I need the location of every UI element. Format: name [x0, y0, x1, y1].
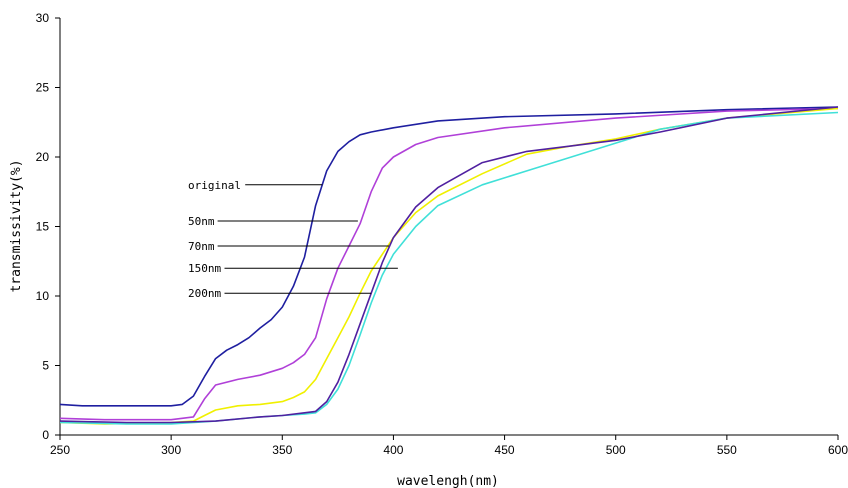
y-tick-label: 30 — [36, 11, 50, 25]
x-tick-label: 300 — [161, 443, 181, 457]
y-tick-label: 25 — [36, 81, 50, 95]
x-tick-label: 250 — [50, 443, 70, 457]
series-lines — [59, 106, 839, 425]
annotation-label-original: original — [188, 179, 241, 192]
x-tick-label: 500 — [606, 443, 626, 457]
series-line-50nm — [59, 107, 839, 421]
x-axis-label: wavelengh(nm) — [397, 474, 499, 488]
annotation-label-200nm: 200nm — [188, 287, 221, 300]
x-tick-label: 450 — [495, 443, 515, 457]
series-line-200nm — [59, 106, 839, 424]
x-tick-label: 550 — [717, 443, 737, 457]
series-line-150nm — [59, 111, 839, 425]
annotations: original 50nm 70nm 150nm 200nm — [188, 179, 398, 300]
y-tick-label: 20 — [36, 150, 50, 164]
annotation-label-50nm: 50nm — [188, 215, 215, 228]
y-tick-label: 15 — [36, 220, 50, 234]
y-tick-label: 0 — [42, 428, 49, 442]
annotation-label-150nm: 150nm — [188, 262, 221, 275]
annotation-label-70nm: 70nm — [188, 240, 215, 253]
y-tick-label: 5 — [42, 359, 49, 373]
axes: 250 300 350 400 450 500 550 600 0 5 10 15 20 25 30 — [36, 11, 848, 457]
y-tick-label: 10 — [36, 289, 50, 303]
x-tick-label: 350 — [272, 443, 292, 457]
series-line-70nm — [59, 107, 839, 425]
x-tick-label: 400 — [383, 443, 403, 457]
y-axis-label: transmissivity(%) — [9, 159, 24, 292]
series-line-original — [59, 106, 839, 407]
x-tick-label: 600 — [828, 443, 848, 457]
